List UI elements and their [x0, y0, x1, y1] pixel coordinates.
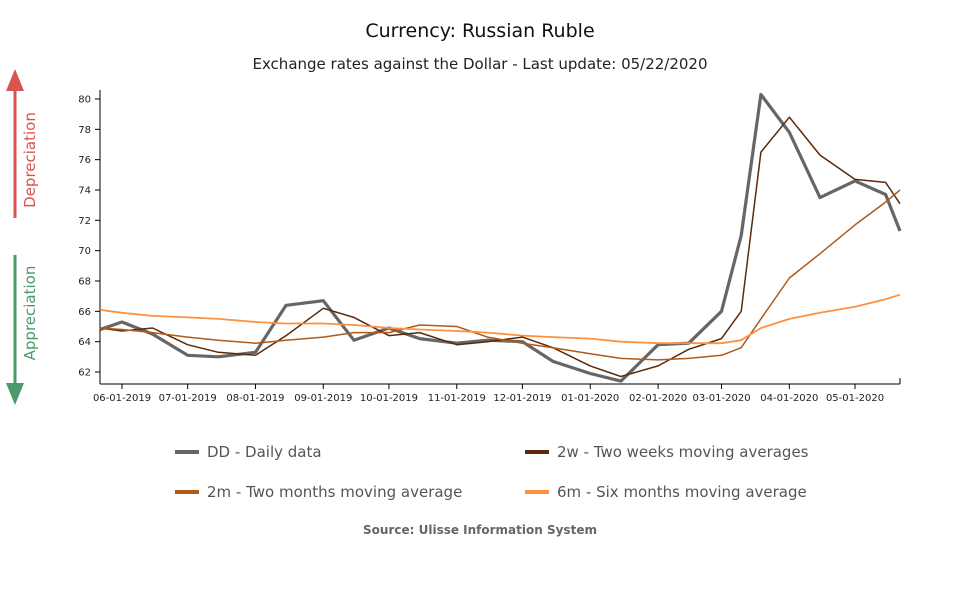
chart-title: Currency: Russian Ruble — [365, 20, 595, 42]
x-tick-label: 09-01-2019 — [294, 393, 352, 404]
legend-item-2w[interactable]: 2w - Two weeks moving averages — [525, 443, 809, 461]
x-tick-label: 12-01-2019 — [493, 393, 551, 404]
depreciation-indicator: Depreciation — [6, 69, 39, 218]
x-tick-label: 07-01-2019 — [159, 393, 217, 404]
y-tick-label: 64 — [78, 337, 91, 348]
y-tick-label: 78 — [78, 125, 91, 136]
x-tick-label: 01-01-2020 — [561, 393, 619, 404]
legend-label-6m: 6m - Six months moving average — [557, 483, 807, 501]
y-tick-label: 70 — [78, 246, 91, 257]
x-tick-label: 11-01-2019 — [428, 393, 486, 404]
series-2m-average — [100, 189, 901, 361]
legend-label-2m: 2m - Two months moving average — [207, 483, 463, 501]
appreciation-indicator: Appreciation — [6, 255, 39, 405]
series-daily-data — [99, 92, 902, 383]
y-tick-label: 80 — [78, 95, 91, 106]
x-tick-label: 03-01-2020 — [692, 393, 750, 404]
x-tick-label: 06-01-2019 — [93, 393, 151, 404]
appreciation-label: Appreciation — [21, 266, 39, 361]
series-2w-average — [99, 116, 901, 378]
legend-swatch-6m — [525, 490, 549, 494]
y-tick-label: 76 — [78, 155, 91, 166]
x-tick-label: 08-01-2019 — [226, 393, 284, 404]
legend-label-dd: DD - Daily data — [207, 443, 322, 461]
y-tick-label: 72 — [78, 216, 91, 227]
y-tick-label: 62 — [78, 368, 91, 379]
up-arrow-icon — [6, 69, 24, 91]
legend-swatch-2m — [175, 490, 199, 494]
chart-subtitle: Exchange rates against the Dollar - Last… — [252, 55, 708, 73]
legend-swatch-2w — [525, 450, 549, 454]
legend-item-dd[interactable]: DD - Daily data — [175, 443, 322, 461]
y-axis-ticks: 62 64 66 68 70 72 74 76 78 80 — [78, 95, 100, 379]
x-tick-label: 10-01-2019 — [360, 393, 418, 404]
legend-item-2m[interactable]: 2m - Two months moving average — [175, 483, 462, 501]
x-tick-label: 02-01-2020 — [629, 393, 687, 404]
source-note: Source: Ulisse Information System — [363, 523, 597, 537]
y-tick-label: 74 — [78, 186, 91, 197]
x-tick-label: 04-01-2020 — [760, 393, 818, 404]
y-tick-label: 66 — [78, 307, 91, 318]
legend-item-6m[interactable]: 6m - Six months moving average — [525, 483, 807, 501]
legend-label-2w: 2w - Two weeks moving averages — [557, 443, 809, 461]
x-axis-ticks: 06-01-2019 07-01-2019 08-01-2019 09-01-2019… — [93, 384, 884, 404]
x-tick-label: 05-01-2020 — [826, 393, 884, 404]
series-6m-average — [99, 293, 901, 345]
legend-swatch-dd — [175, 450, 199, 454]
y-tick-label: 68 — [78, 277, 91, 288]
down-arrow-icon — [6, 383, 24, 405]
series-lines — [99, 92, 902, 383]
depreciation-label: Depreciation — [21, 112, 39, 208]
